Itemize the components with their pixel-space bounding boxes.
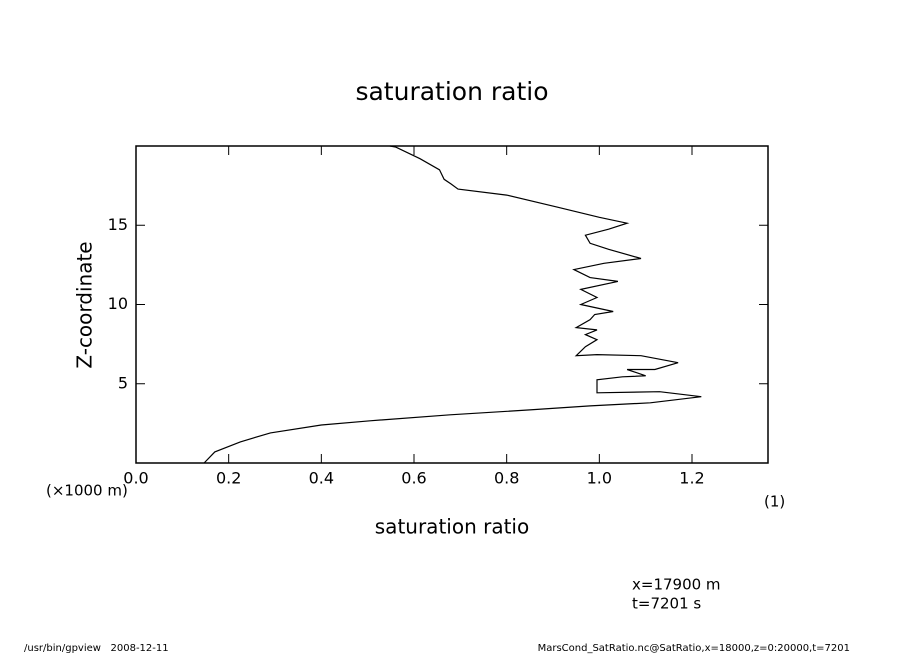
- x-tick-label: 1.0: [587, 469, 612, 488]
- x-tick-label: 1.2: [679, 469, 704, 488]
- annotation: x=17900 m: [632, 576, 721, 594]
- x-tick-label: 0.6: [401, 469, 426, 488]
- chart-title: saturation ratio: [355, 77, 548, 106]
- plot-frame: [135, 145, 769, 464]
- annotation: t=7201 s: [632, 595, 701, 613]
- x-tick-label: 0.2: [216, 469, 241, 488]
- x-tick-label: 0.4: [309, 469, 334, 488]
- y-axis-label: Z-coordinate: [73, 241, 97, 368]
- profile-line: [203, 145, 702, 464]
- x-tick-label: 0.0: [123, 469, 148, 488]
- footer-left: /usr/bin/gpview 2008-12-11: [24, 643, 169, 654]
- y-tick-label: 15: [108, 215, 128, 234]
- y-tick-label: 5: [118, 373, 128, 392]
- y-unit: (×1000 m): [46, 482, 128, 500]
- x-unit: (1): [764, 493, 785, 511]
- footer-right: MarsCond_SatRatio.nc@SatRatio,x=18000,z=…: [538, 643, 850, 654]
- x-tick-label: 0.8: [494, 469, 519, 488]
- x-axis-label: saturation ratio: [375, 515, 529, 539]
- y-tick-label: 10: [108, 294, 128, 313]
